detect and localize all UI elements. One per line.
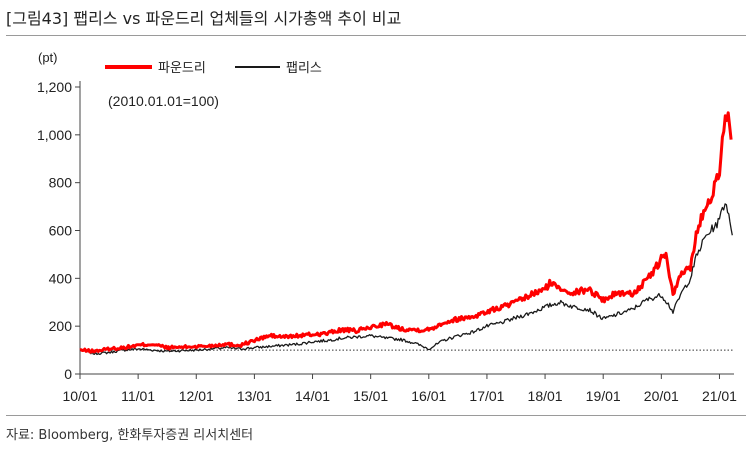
y-tick-label: 800 bbox=[49, 175, 73, 191]
market-cap-line-chart: (pt) (2010.01.01=100) 파운드리 팹리스 0 200 400 60… bbox=[37, 50, 737, 404]
x-tick-label: 12/01 bbox=[179, 388, 214, 404]
x-tick-label: 17/01 bbox=[469, 388, 504, 404]
series-line-foundry bbox=[79, 111, 733, 354]
x-tick-label: 14/01 bbox=[295, 388, 330, 404]
y-tick-label: 1,200 bbox=[37, 79, 72, 95]
figure-title: [그림43] 팹리스 vs 파운드리 업체들의 시가총액 추이 비교 bbox=[6, 9, 402, 28]
plot-area bbox=[79, 111, 733, 356]
x-tick-label: 10/01 bbox=[62, 388, 97, 404]
y-tick-label: 200 bbox=[49, 318, 73, 334]
x-tick-label: 16/01 bbox=[411, 388, 446, 404]
x-tick-label: 21/01 bbox=[702, 388, 737, 404]
source-note: 자료: Bloomberg, 한화투자증권 리서치센터 bbox=[6, 428, 254, 443]
x-tick-label: 19/01 bbox=[586, 388, 621, 404]
title-divider bbox=[6, 35, 746, 36]
x-tick-label: 13/01 bbox=[237, 388, 272, 404]
y-axis-unit-label: (pt) bbox=[38, 50, 58, 65]
legend-label-foundry: 파운드리 bbox=[158, 60, 206, 75]
x-tick-label: 11/01 bbox=[121, 388, 155, 404]
y-tick-label: 1,000 bbox=[37, 127, 72, 143]
legend: 파운드리 팹리스 bbox=[105, 60, 322, 75]
legend-label-fabless: 팹리스 bbox=[286, 60, 322, 75]
x-tick-label: 18/01 bbox=[528, 388, 563, 404]
y-tick-label: 400 bbox=[49, 270, 73, 286]
x-tick-label: 15/01 bbox=[353, 388, 388, 404]
base-date-note: (2010.01.01=100) bbox=[108, 93, 219, 109]
y-axis: 0 200 400 600 800 1,000 1,200 bbox=[37, 79, 81, 382]
x-axis: 10/01 11/01 12/01 13/01 14/01 15/01 16/01 17/01… bbox=[62, 373, 737, 404]
x-tick-label: 20/01 bbox=[644, 388, 679, 404]
series-line-fabless bbox=[79, 203, 733, 356]
source-divider bbox=[6, 415, 746, 416]
y-tick-label: 0 bbox=[64, 366, 72, 382]
y-tick-label: 600 bbox=[49, 223, 73, 239]
